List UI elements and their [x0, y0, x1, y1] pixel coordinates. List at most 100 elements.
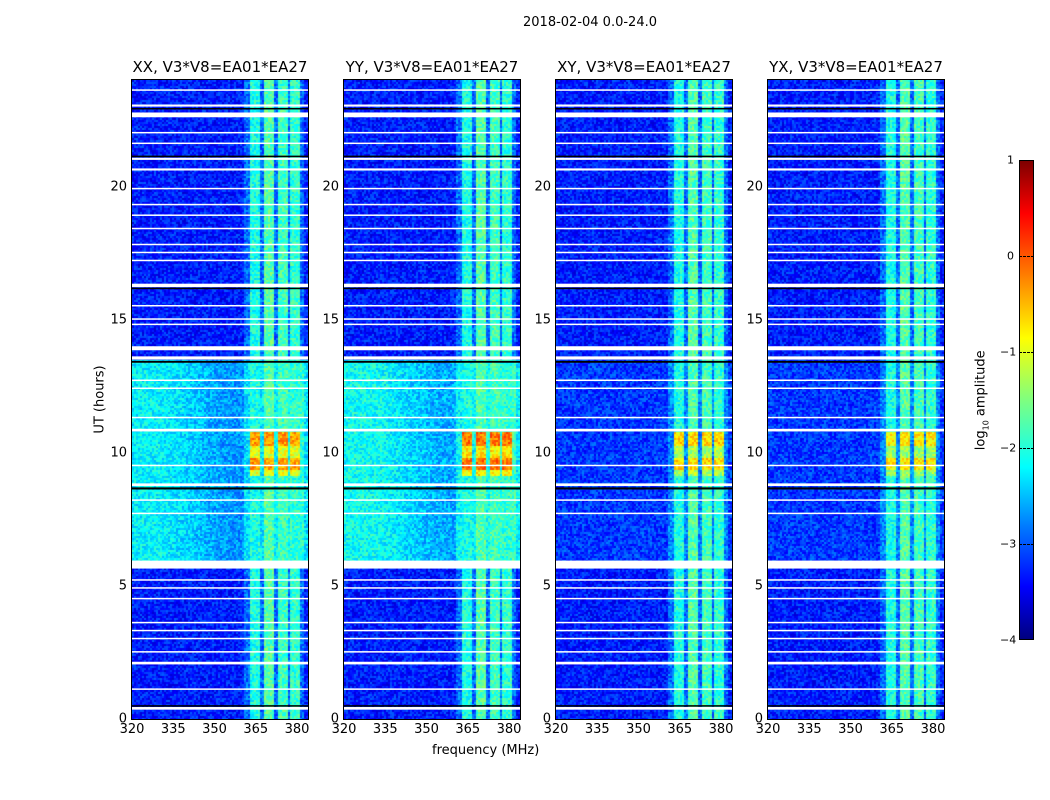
- flagged-row: [556, 214, 732, 216]
- x-tick-label: 350: [838, 722, 863, 737]
- x-tick-label: 320: [755, 722, 781, 737]
- flagged-row: [768, 112, 944, 118]
- y-tick-label: 0: [754, 711, 763, 727]
- flagged-row: [768, 318, 944, 320]
- dark-row: [768, 360, 944, 363]
- heatmap-panel-xy: XY, V3*V8=EA01*EA27 320 335 350 365 380 0 5 10 15…: [534, 58, 733, 737]
- flagged-row: [344, 651, 520, 653]
- flagged-row: [556, 112, 732, 118]
- flagged-row: [344, 428, 520, 432]
- flagged-row: [556, 203, 732, 206]
- flagged-row: [556, 587, 732, 589]
- flagged-row: [344, 304, 520, 307]
- flagged-row: [768, 621, 944, 624]
- panel-title: XY, V3*V8=EA01*EA27: [557, 58, 731, 76]
- flagged-row: [132, 142, 308, 145]
- y-tick-label: 0: [330, 711, 339, 727]
- flagged-row: [768, 346, 944, 351]
- flagged-row: [768, 387, 944, 390]
- flagged-row: [556, 512, 732, 515]
- flagged-row: [556, 464, 732, 467]
- dark-row: [556, 705, 732, 707]
- panel-title: YY, V3*V8=EA01*EA27: [345, 58, 519, 76]
- colorbar-tick-label: 1: [1007, 153, 1014, 167]
- flagged-row: [132, 512, 308, 515]
- flagged-row: [132, 661, 308, 665]
- heatmap-panel-yy: YY, V3*V8=EA01*EA27 320 335 350 365 380 0 5 10 15…: [322, 58, 521, 737]
- flagged-row: [344, 142, 520, 145]
- colorbar: [1019, 160, 1034, 640]
- flagged-row: [556, 499, 732, 501]
- flagged-row: [132, 621, 308, 624]
- flagged-row: [768, 483, 944, 487]
- flagged-row: [768, 243, 944, 246]
- flagged-row: [132, 416, 308, 419]
- flagged-row: [556, 637, 732, 640]
- dark-row: [344, 287, 520, 290]
- flagged-row: [344, 587, 520, 589]
- y-tick-label: 0: [542, 711, 551, 727]
- dark-row: [132, 360, 308, 363]
- dark-row: [132, 287, 308, 290]
- flagged-row: [344, 416, 520, 419]
- flagged-row: [132, 251, 308, 254]
- y-tick-label: 5: [118, 578, 127, 594]
- flagged-row: [556, 243, 732, 246]
- flagged-row: [132, 112, 308, 118]
- x-tick-label: 320: [119, 722, 145, 737]
- flagged-row: [768, 104, 944, 107]
- flagged-row: [556, 579, 732, 581]
- x-tick-label: 320: [331, 722, 357, 737]
- heatmap-image: [132, 80, 308, 719]
- y-tick-label: 5: [542, 578, 551, 594]
- flagged-row: [768, 629, 944, 632]
- y-tick-label: 0: [118, 711, 127, 727]
- flagged-row: [556, 621, 732, 624]
- flagged-row: [768, 157, 944, 160]
- flagged-row: [768, 637, 944, 640]
- dark-row: [344, 155, 520, 158]
- heatmap-image: [344, 80, 520, 719]
- flagged-row: [556, 157, 732, 160]
- flagged-row: [556, 131, 732, 134]
- dark-row: [344, 107, 520, 110]
- x-tick-label: 335: [584, 722, 610, 737]
- flagged-row: [768, 89, 944, 91]
- flagged-row: [556, 560, 732, 569]
- x-tick-label: 335: [796, 722, 822, 737]
- colorbar-label: log10 amplitude: [973, 350, 991, 451]
- flagged-row: [768, 142, 944, 145]
- dark-row: [768, 487, 944, 490]
- colorbar-tick: [1019, 256, 1034, 257]
- flagged-row: [132, 379, 308, 382]
- x-axis-label: frequency (MHz): [432, 743, 540, 758]
- flagged-row: [132, 707, 308, 710]
- y-tick-label: 15: [746, 312, 763, 328]
- flagged-row: [344, 621, 520, 624]
- colorbar-tick-label: −3: [1000, 537, 1017, 551]
- flagged-row: [768, 707, 944, 710]
- y-tick-label: 20: [746, 179, 763, 194]
- flagged-row: [768, 688, 944, 690]
- flagged-row: [344, 597, 520, 600]
- flagged-row: [556, 597, 732, 600]
- y-tick-label: 5: [754, 578, 763, 594]
- flagged-row: [556, 651, 732, 653]
- x-tick-label: 335: [160, 722, 186, 737]
- x-tick-label: 350: [414, 722, 439, 737]
- flagged-row: [132, 89, 308, 91]
- flagged-row: [556, 379, 732, 382]
- flagged-row: [132, 629, 308, 632]
- y-tick-label: 10: [322, 445, 339, 461]
- flagged-row: [556, 629, 732, 632]
- panel-title: YX, V3*V8=EA01*EA27: [769, 58, 943, 76]
- flagged-row: [556, 227, 732, 230]
- x-tick-label: 350: [626, 722, 651, 737]
- x-tick-label: 380: [920, 722, 946, 737]
- flagged-row: [768, 304, 944, 307]
- flagged-row: [344, 688, 520, 690]
- colorbar-tick-label: −1: [1000, 345, 1017, 359]
- flagged-row: [768, 428, 944, 432]
- flagged-row: [556, 387, 732, 390]
- flagged-row: [344, 579, 520, 581]
